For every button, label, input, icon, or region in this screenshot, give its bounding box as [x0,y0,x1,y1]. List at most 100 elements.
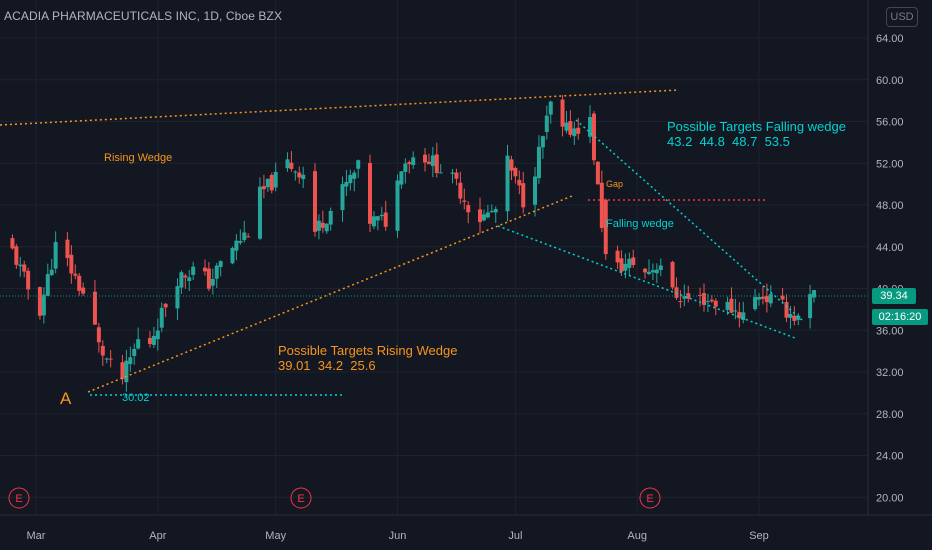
price-tick-label: 56.00 [876,117,904,129]
candle-body [352,172,357,179]
candle-body [572,128,577,137]
point-a-label: A [60,389,72,408]
candle-body [293,171,298,173]
candle-body [737,311,742,319]
candle-body [53,242,58,269]
candle-body [540,136,545,148]
candle-body [780,295,785,300]
candle-body [481,214,486,221]
earnings-marker[interactable] [639,487,661,509]
candle-body [163,303,168,308]
candle-body [261,186,266,190]
candle-body [175,286,180,309]
falling-wedge-label: Falling wedge [606,218,674,230]
time-axis: Mar Apr May Jun Jul Aug Sep [27,530,769,542]
candle-body [128,357,133,365]
candle-body [151,335,156,345]
earnings-marker-label: E [15,493,22,505]
candle-body [218,261,223,267]
price-tick-label: 32.00 [876,367,904,379]
candle-body [348,174,353,184]
falling-wedge-lower-line[interactable] [497,225,796,339]
candle-body [753,297,758,310]
candle-body [670,261,675,288]
candle-body [37,287,42,316]
candle-body [682,296,687,299]
candle-body [187,277,192,282]
earnings-marker[interactable] [8,487,30,509]
candle-body [45,274,50,296]
price-tick-label: 52.00 [876,158,904,170]
candle-body [725,301,730,310]
candle-body [399,171,404,185]
candle-body [705,301,710,303]
candle-body [81,287,86,294]
candle-body [375,216,380,221]
candle-body [73,273,78,276]
candle-body [320,222,325,228]
candle-body [623,263,628,271]
candle-body [643,268,648,273]
candle-body [615,250,620,263]
candle-body [22,264,27,272]
time-tick-label: Jun [389,530,407,542]
candle-body [257,186,262,239]
earnings-marker-label: E [297,493,304,505]
price-tick-label: 36.00 [876,325,904,337]
candle-body [729,298,734,313]
time-tick-label: Apr [149,530,166,542]
candle-body [242,232,247,241]
gap-label: Gap [606,179,623,189]
candle-body [658,265,663,271]
candle-body [340,184,345,211]
candle-body [631,257,636,266]
candle-body [136,339,141,349]
candle-body [757,297,761,300]
candle-body [591,113,596,161]
candle-body [316,220,321,231]
candle-body [788,313,793,318]
candle-body [650,270,655,273]
falling-targets-values: 43.2 44.8 48.7 53.5 [667,134,790,149]
candle-body [179,272,184,288]
low-price-label: 30.02 [122,392,150,404]
candle-body [14,246,19,265]
candle-body [403,163,408,172]
candle-body [108,358,113,360]
earnings-marker[interactable] [290,487,312,509]
countdown-badge: 02:16:20 [872,309,928,325]
candle-body [132,349,137,356]
falling-wedge-upper-line[interactable] [575,119,803,321]
candle-body [627,258,632,268]
candle-body [698,294,703,296]
time-tick-label: Mar [27,530,46,542]
grid-lines [0,0,868,515]
last-price-badge: 39.34 [872,288,916,304]
candle-body [104,358,109,360]
candle-body [18,264,23,267]
candle-body [69,254,74,274]
price-tick-label: 28.00 [876,409,904,421]
candle-body [462,200,467,202]
candle-body [654,269,659,274]
candle-body [733,310,738,312]
price-tick-label: 24.00 [876,451,904,463]
candle-body [489,211,494,213]
rising-wedge-upper-line[interactable] [0,89,679,126]
candle-body [147,337,152,344]
rising-wedge-lower-line[interactable] [87,195,573,393]
candle-body [560,99,565,127]
candle-body [493,209,498,213]
candle-body [517,179,522,186]
candle-body [438,172,443,174]
candlestick-series [10,95,817,392]
currency-button[interactable]: USD [886,7,918,27]
candle-body [411,157,416,166]
candle-body [564,122,569,131]
candle-body [265,178,270,188]
candle-body [328,210,333,225]
candle-body [324,223,329,232]
candle-body [206,268,211,289]
candle-body [210,279,215,286]
